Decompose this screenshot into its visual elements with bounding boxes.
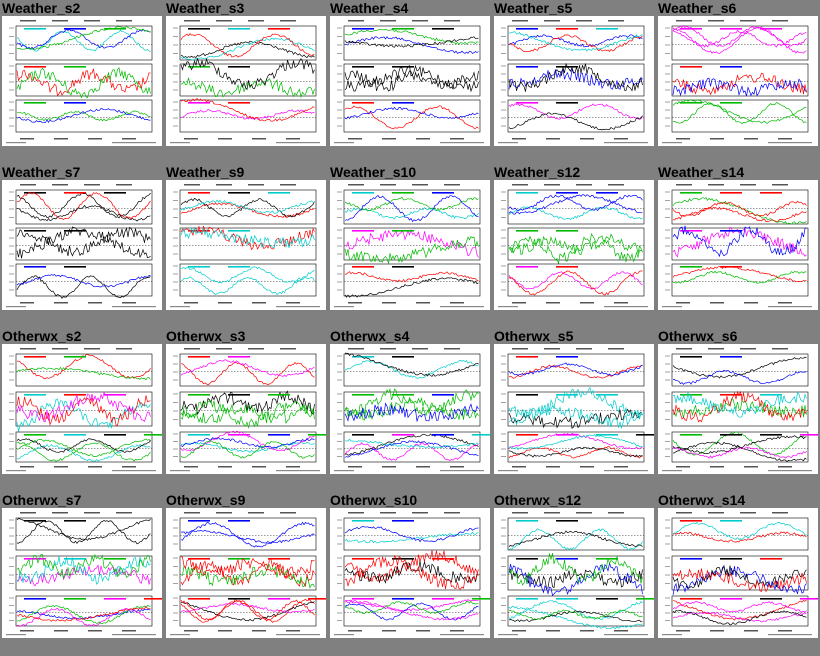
plot-preview [662,348,818,472]
thumbnail-title[interactable]: Weather_s6 [658,0,737,16]
thumbnail-cell: Otherwx_s14 [656,492,820,656]
plot-preview [6,512,162,636]
plot-preview [498,348,654,472]
thumbnail-cell: Weather_s14 [656,164,820,328]
thumbnail-cell: Weather_s7 [0,164,164,328]
thumbnail-cell: Weather_s4 [328,0,492,164]
plot-preview [498,20,648,144]
plot-preview [662,20,812,144]
thumbnail-title[interactable]: Weather_s7 [2,164,81,180]
thumbnail-title[interactable]: Weather_s14 [658,164,745,180]
thumbnail-image[interactable] [330,344,490,474]
plot-preview [170,20,320,144]
thumbnail-cell: Weather_s6 [656,0,820,164]
thumbnail-image[interactable] [330,16,490,146]
thumbnail-image[interactable] [2,508,162,638]
thumbnail-title[interactable]: Otherwx_s2 [2,328,82,344]
thumbnail-cell: Otherwx_s12 [492,492,656,656]
thumbnail-title[interactable]: Weather_s5 [494,0,573,16]
thumbnail-image[interactable] [494,508,654,638]
thumbnail-cell: Otherwx_s2 [0,328,164,492]
thumbnail-cell: Otherwx_s10 [328,492,492,656]
thumbnail-title[interactable]: Weather_s2 [2,0,81,16]
thumbnail-image[interactable] [166,180,326,310]
thumbnail-cell: Weather_s5 [492,0,656,164]
thumbnail-image[interactable] [166,16,326,146]
thumbnail-title[interactable]: Otherwx_s7 [2,492,82,508]
thumbnail-cell: Weather_s10 [328,164,492,328]
thumbnail-image[interactable] [658,508,818,638]
plot-preview [334,512,490,636]
plot-preview [170,184,320,308]
thumbnail-title[interactable]: Weather_s4 [330,0,409,16]
plot-preview [6,20,156,144]
thumbnail-image[interactable] [166,344,326,474]
thumbnail-cell: Otherwx_s6 [656,328,820,492]
thumbnail-image[interactable] [166,508,326,638]
thumbnail-title[interactable]: Otherwx_s6 [658,328,738,344]
thumbnail-image[interactable] [330,180,490,310]
plot-preview [334,348,490,472]
thumbnail-title[interactable]: Weather_s3 [166,0,245,16]
thumbnail-title[interactable]: Otherwx_s5 [494,328,574,344]
plot-preview [334,184,484,308]
thumbnail-cell: Otherwx_s4 [328,328,492,492]
thumbnail-image[interactable] [658,344,818,474]
plot-preview [498,512,654,636]
thumbnail-image[interactable] [494,180,654,310]
thumbnail-title[interactable]: Otherwx_s14 [658,492,746,508]
plot-preview [662,512,818,636]
thumbnail-image[interactable] [2,344,162,474]
thumbnail-title[interactable]: Otherwx_s12 [494,492,582,508]
plot-preview [6,348,162,472]
thumbnail-cell: Otherwx_s5 [492,328,656,492]
thumbnail-cell: Otherwx_s9 [164,492,328,656]
thumbnail-title[interactable]: Otherwx_s3 [166,328,246,344]
thumbnail-title[interactable]: Otherwx_s10 [330,492,418,508]
plot-preview [6,184,156,308]
thumbnail-cell: Weather_s2 [0,0,164,164]
thumbnail-image[interactable] [494,16,654,146]
plot-preview [170,348,326,472]
thumbnail-cell: Weather_s3 [164,0,328,164]
plot-preview [662,184,812,308]
thumbnail-title[interactable]: Weather_s9 [166,164,245,180]
thumbnail-title[interactable]: Otherwx_s4 [330,328,410,344]
thumbnail-cell: Otherwx_s7 [0,492,164,656]
thumbnail-cell: Otherwx_s3 [164,328,328,492]
thumbnail-image[interactable] [2,16,162,146]
thumbnail-image[interactable] [658,16,818,146]
plot-preview [170,512,326,636]
thumbnail-title[interactable]: Otherwx_s9 [166,492,246,508]
thumbnail-cell: Weather_s12 [492,164,656,328]
thumbnail-cell: Weather_s9 [164,164,328,328]
thumbnail-title[interactable]: Weather_s10 [330,164,417,180]
plot-preview [498,184,648,308]
thumbnail-image[interactable] [494,344,654,474]
thumbnail-image[interactable] [330,508,490,638]
thumbnail-image[interactable] [2,180,162,310]
plot-preview [334,20,484,144]
thumbnail-title[interactable]: Weather_s12 [494,164,581,180]
thumbnail-image[interactable] [658,180,818,310]
